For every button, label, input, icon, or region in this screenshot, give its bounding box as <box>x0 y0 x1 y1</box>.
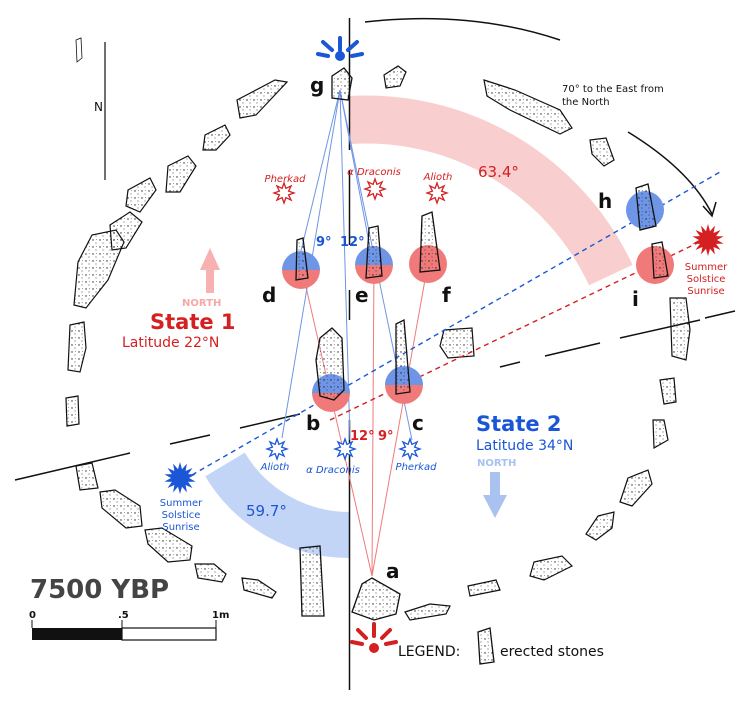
angle-9-top: 9° <box>316 235 332 250</box>
bottom-red-fan-icon <box>350 622 398 653</box>
state1-north-label: NORTH <box>182 298 221 309</box>
blue-sunrise-label: Summer Solstice Sunrise <box>160 498 203 533</box>
scale-1m: 1m <box>212 610 229 621</box>
east-note-line1: 70° to the East from <box>562 84 664 95</box>
red-lines <box>300 261 429 577</box>
red-star-label-2: α Draconis <box>347 167 401 178</box>
angle-9-bottom: 9° <box>378 429 394 444</box>
blue-star-label-2: α Draconis <box>306 465 360 476</box>
state1-title: State 1 <box>150 310 236 334</box>
blue-sunrise-line2: Solstice <box>162 510 201 521</box>
scale-bar: 0 .5 1m <box>29 610 229 641</box>
letter-h: h <box>598 189 612 213</box>
state2-north-label: NORTH <box>477 458 516 469</box>
blue-star-icon-2 <box>333 437 357 461</box>
state2-north-arrow-icon <box>483 472 507 518</box>
scale-0: 0 <box>29 610 36 621</box>
east-note-line2: the North <box>562 97 610 108</box>
letter-g: g <box>310 73 324 97</box>
state1-latitude: Latitude 22°N <box>122 335 219 351</box>
blue-star-label-1: Alioth <box>260 462 290 473</box>
blue-sunrise-line3: Sunrise <box>162 522 199 533</box>
red-star-icon-1 <box>272 181 296 205</box>
state2-latitude: Latitude 34°N <box>476 438 573 454</box>
stone-ring <box>65 37 691 621</box>
legend-item-label: erected stones <box>500 644 604 660</box>
red-star-icon-3 <box>425 181 449 205</box>
stone-d <box>295 237 309 281</box>
letter-a: a <box>386 559 400 583</box>
stone-a <box>351 577 401 621</box>
north-marker-label: N <box>94 100 103 114</box>
letter-f: f <box>442 283 451 307</box>
blue-star-icon-3 <box>398 437 422 461</box>
red-sunrise-line3: Sunrise <box>687 286 724 297</box>
stone-bottom-left <box>299 545 325 617</box>
stone-h <box>635 183 657 231</box>
angle-12-bottom: 12° <box>350 429 375 444</box>
angle-arc-red <box>348 95 633 286</box>
state2-title: State 2 <box>476 412 562 436</box>
stone-legend <box>477 627 495 665</box>
stone-i <box>651 241 669 279</box>
blue-sun-icon <box>164 462 196 494</box>
angle-arc-blue <box>205 452 351 559</box>
stone-b <box>315 327 345 401</box>
blue-sunrise-sun <box>164 462 196 494</box>
red-sun-icon <box>692 224 724 256</box>
red-star-label-3: Alioth <box>423 172 453 183</box>
era-label: 7500 YBP <box>30 575 169 605</box>
red-sunrise-sun <box>692 224 724 256</box>
stone-c <box>395 318 411 395</box>
top-blue-fan-icon <box>316 36 364 61</box>
red-star-group: Pherkad α Draconis Alioth <box>265 167 453 205</box>
letter-d: d <box>262 283 276 307</box>
red-sunrise-line2: Solstice <box>687 274 726 285</box>
blue-star-icon-1 <box>265 437 289 461</box>
letter-i: i <box>632 287 639 311</box>
erected-stones <box>295 67 669 665</box>
red-star-label-1: Pherkad <box>265 174 307 185</box>
stone-letters: g d e f b c h i a <box>262 73 639 583</box>
angle-blue-label: 59.7° <box>246 502 287 520</box>
blue-sunrise-line1: Summer <box>160 498 203 509</box>
red-sunrise-label: Summer Solstice Sunrise <box>685 262 728 297</box>
letter-e: e <box>355 283 369 307</box>
letter-b: b <box>306 411 320 435</box>
letter-c: c <box>412 411 424 435</box>
state1-north-arrow-icon <box>200 248 220 293</box>
stone-g <box>331 67 353 101</box>
red-sunrise-line1: Summer <box>685 262 728 273</box>
angle-12-top: 12° <box>340 235 365 250</box>
reference-lines <box>14 17 736 690</box>
angle-red-label: 63.4° <box>478 163 519 181</box>
legend-label: LEGEND: <box>398 644 460 660</box>
blue-star-group: Alioth α Draconis Pherkad <box>260 437 438 476</box>
blue-star-label-3: Pherkad <box>396 462 438 473</box>
stone-f <box>419 211 441 273</box>
stone-e <box>365 225 383 279</box>
scale-half: .5 <box>118 610 129 621</box>
red-star-icon-2 <box>363 177 387 201</box>
